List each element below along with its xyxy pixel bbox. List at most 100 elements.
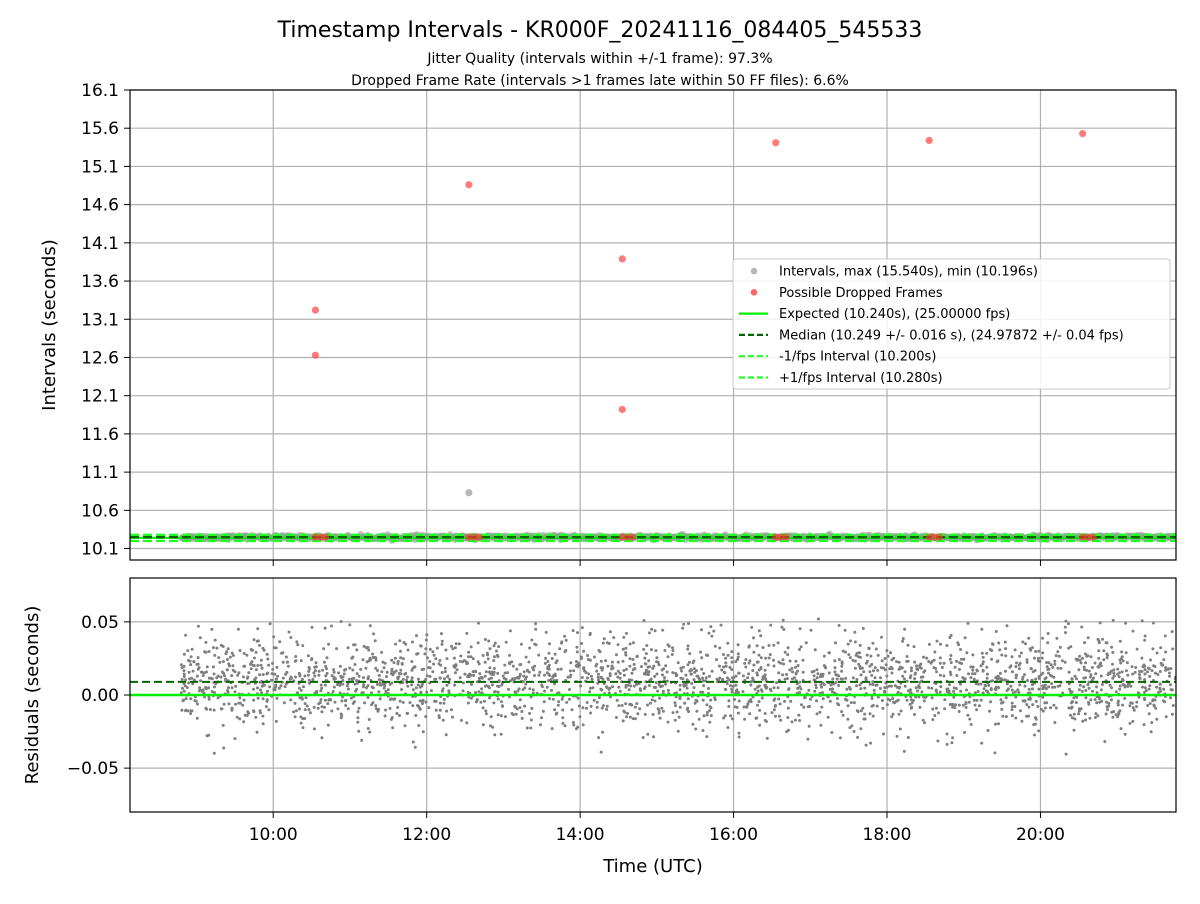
residual-point	[684, 673, 688, 677]
residual-point	[440, 671, 444, 674]
residual-point	[697, 676, 701, 680]
residual-point	[994, 688, 998, 692]
residual-point	[1056, 666, 1060, 670]
residual-point	[451, 647, 455, 651]
residual-point	[1110, 645, 1114, 649]
residual-point	[357, 706, 361, 710]
residual-point	[888, 698, 892, 702]
residual-point	[394, 642, 398, 646]
residual-point	[726, 726, 730, 729]
residual-point	[303, 702, 307, 705]
residual-point	[1077, 712, 1081, 716]
residual-point	[434, 657, 438, 661]
residual-point	[938, 656, 942, 660]
residual-point	[952, 695, 956, 699]
residual-point	[444, 733, 448, 737]
residual-point	[699, 650, 702, 654]
residual-point	[601, 677, 605, 681]
residual-point	[1041, 695, 1045, 699]
residual-point	[1003, 640, 1007, 644]
residual-point	[484, 709, 488, 713]
residual-point	[200, 670, 204, 674]
residual-point	[1027, 636, 1031, 640]
residual-point	[467, 650, 471, 654]
residual-point	[724, 656, 728, 660]
residual-point	[1147, 687, 1151, 691]
residual-point	[424, 700, 428, 704]
residual-point	[871, 641, 875, 645]
residual-point	[568, 675, 572, 679]
residual-point	[366, 684, 370, 688]
residual-point	[483, 674, 487, 678]
residual-point	[1041, 651, 1045, 655]
residual-point	[757, 700, 761, 703]
residual-point	[736, 643, 740, 647]
residual-point	[483, 699, 486, 703]
residual-point	[1058, 645, 1062, 649]
residual-point	[461, 689, 465, 693]
residual-point	[1059, 666, 1063, 670]
residual-point	[437, 716, 441, 720]
residual-point	[914, 686, 918, 690]
residual-point	[275, 665, 279, 669]
residual-point	[730, 656, 734, 660]
residual-point	[388, 682, 392, 686]
residual-point	[1037, 729, 1041, 733]
residual-point	[623, 710, 627, 714]
residual-point	[872, 688, 876, 692]
residual-point	[357, 729, 361, 733]
residual-point	[645, 644, 649, 647]
residual-point	[980, 741, 984, 745]
residual-point	[373, 639, 377, 643]
interval-outlier-point	[465, 489, 473, 497]
dropped-frame-point	[782, 533, 790, 541]
residual-point	[988, 709, 991, 713]
residual-point	[955, 659, 959, 663]
residual-point	[873, 676, 877, 680]
residual-point	[787, 728, 790, 732]
residual-point	[895, 734, 899, 738]
residual-point	[192, 660, 196, 664]
residual-point	[376, 683, 379, 686]
residual-point	[625, 667, 628, 671]
residual-point	[643, 656, 647, 660]
residual-point	[747, 645, 751, 649]
residual-point	[783, 677, 787, 681]
residual-point	[1142, 723, 1146, 727]
residual-point	[748, 659, 752, 663]
residual-point	[678, 683, 682, 687]
residual-point	[223, 674, 226, 678]
residual-point	[225, 668, 229, 672]
residual-point	[790, 666, 794, 670]
residual-point	[1085, 668, 1088, 672]
residual-point	[1054, 706, 1058, 710]
residual-point	[747, 661, 751, 665]
residual-point	[903, 670, 907, 674]
residual-point	[446, 674, 450, 678]
residual-point	[1089, 698, 1093, 702]
residual-point	[722, 665, 726, 669]
residual-point	[782, 628, 786, 631]
residual-point	[528, 687, 532, 691]
residual-point	[254, 668, 258, 672]
residual-point	[454, 663, 458, 667]
residual-point	[220, 707, 224, 711]
residual-point	[1010, 705, 1014, 709]
residual-point	[801, 670, 805, 674]
residual-point	[1112, 710, 1116, 713]
residual-point	[984, 689, 988, 693]
residual-point	[813, 689, 817, 693]
residual-point	[441, 687, 445, 691]
residual-point	[1072, 712, 1076, 716]
residual-point	[1120, 670, 1124, 674]
residual-point	[366, 727, 370, 730]
residual-point	[1087, 700, 1090, 704]
residual-point	[374, 707, 378, 711]
residual-point	[227, 702, 231, 706]
residual-point	[299, 696, 303, 700]
residual-point	[480, 687, 484, 691]
dropped-frame-point	[316, 533, 325, 541]
residual-point	[305, 704, 309, 708]
residual-point	[516, 689, 520, 693]
residual-point	[687, 660, 691, 664]
